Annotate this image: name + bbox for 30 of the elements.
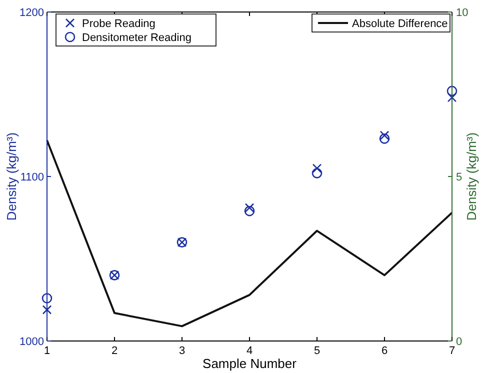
legend-label: Probe Reading (82, 18, 156, 30)
x-tick-label: 6 (381, 345, 388, 357)
x-axis-title: Sample Number (202, 356, 298, 371)
point (379, 134, 390, 144)
point (244, 203, 254, 212)
legend-label: Densitometer Reading (82, 32, 192, 44)
point (447, 92, 457, 102)
x-tick-label: 3 (178, 345, 186, 357)
y-tick-label: 1000 (20, 336, 44, 348)
x-tick-label: 5 (314, 345, 320, 357)
point (42, 293, 52, 304)
y2-tick-label: 0 (456, 336, 462, 348)
x-tick-label: 7 (448, 345, 456, 357)
x-tick-label: 4 (246, 345, 253, 357)
x-tick-label: 1 (44, 345, 50, 357)
y-tick-label: 1200 (20, 7, 44, 19)
point (42, 305, 52, 314)
point (244, 206, 255, 216)
point (312, 164, 322, 173)
point (446, 86, 458, 96)
y-axis-title: Density (kg/m³) (4, 132, 19, 221)
point (380, 130, 390, 140)
y2-axis-title: Density (kg/m³) (464, 132, 479, 221)
y2-tick-label: 5 (456, 172, 462, 184)
legend-label: Absolute Difference (352, 18, 448, 30)
line-series (46, 139, 453, 328)
y-tick-label: 1100 (20, 172, 44, 184)
y2-tick-label: 10 (456, 7, 468, 19)
x-tick-label: 2 (111, 345, 118, 357)
point (312, 168, 322, 178)
